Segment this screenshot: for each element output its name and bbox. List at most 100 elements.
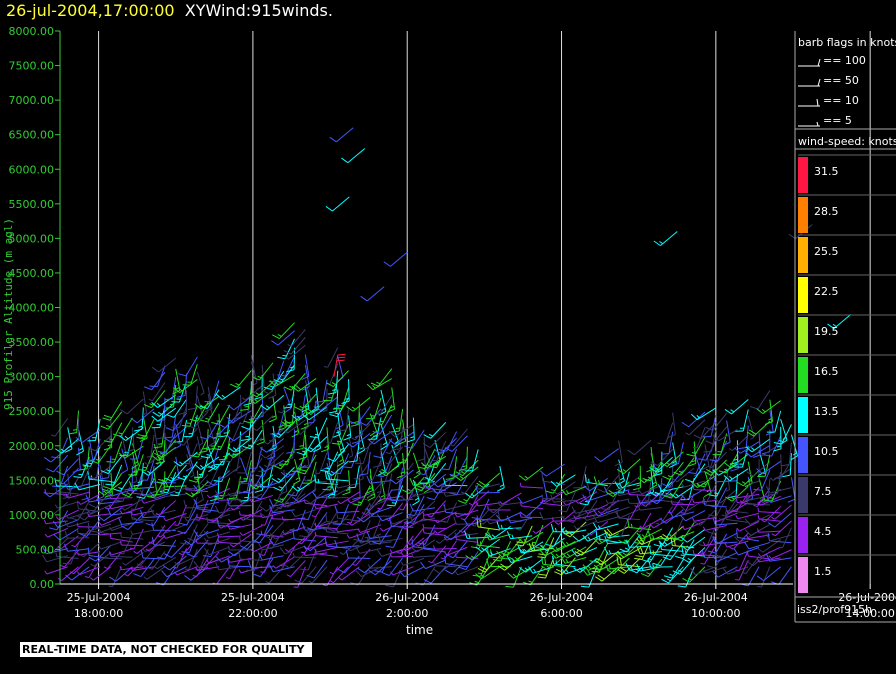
wind-barb xyxy=(234,540,252,557)
wind-barb-flag xyxy=(291,414,299,421)
wind-barb xyxy=(112,464,123,486)
wind-barb xyxy=(305,502,328,507)
wind-barb xyxy=(771,549,792,560)
wind-barb-flag xyxy=(98,545,102,550)
wind-barb-flag xyxy=(422,540,425,549)
wind-barb-flag xyxy=(632,487,641,491)
wind-barb xyxy=(190,364,198,386)
wind-barb-flag xyxy=(417,466,426,470)
wind-barb xyxy=(335,370,339,393)
wind-barb xyxy=(760,469,771,491)
wind-barb xyxy=(525,558,544,573)
wind-barb xyxy=(718,429,738,442)
wind-barb-flag xyxy=(200,392,205,396)
wind-barb-flag xyxy=(332,433,341,438)
wind-barb-flag xyxy=(649,467,657,473)
wind-barb-flag xyxy=(735,498,738,503)
wind-barb-flag xyxy=(587,536,591,541)
wind-barb-flag xyxy=(195,568,200,571)
wind-barb-flag xyxy=(218,458,227,461)
wind-barb xyxy=(290,337,306,355)
wind-barb xyxy=(45,492,68,495)
wind-barb-flag xyxy=(459,475,464,480)
x-tick-time: 2:00:00 xyxy=(386,607,428,620)
x-tick-time: 6:00:00 xyxy=(540,607,582,620)
wind-barb-flag xyxy=(663,495,672,499)
wind-barb xyxy=(108,455,112,478)
wind-barb-flag xyxy=(465,492,473,499)
wind-barb-flag xyxy=(133,461,138,465)
wind-barb-flag xyxy=(750,436,755,440)
wind-barb xyxy=(745,425,749,448)
wind-barb-flag xyxy=(827,323,835,329)
wind-barb xyxy=(402,453,406,476)
wind-barb-flag xyxy=(582,494,588,502)
wind-barb-flag xyxy=(475,502,479,507)
wind-barb xyxy=(500,540,512,562)
wind-barb-flag xyxy=(200,566,205,569)
wind-barb-flag xyxy=(431,481,439,488)
wind-barb-flag xyxy=(476,537,479,546)
speed-bin-label: 4.5 xyxy=(814,525,832,538)
wind-barb xyxy=(555,547,576,559)
wind-barb xyxy=(623,458,641,475)
wind-barb xyxy=(704,444,710,467)
wind-barb-flag xyxy=(645,491,654,496)
wind-barb xyxy=(477,491,500,494)
wind-barb xyxy=(535,520,555,534)
wind-barb-flag xyxy=(96,496,101,504)
wind-barb-flag xyxy=(271,478,280,484)
wind-barb xyxy=(326,566,339,587)
speed-color-swatch xyxy=(798,517,808,553)
wind-barb xyxy=(304,364,310,387)
wind-barb-flag xyxy=(579,502,588,506)
wind-barb-flag xyxy=(134,428,143,432)
wind-barb xyxy=(371,497,392,508)
wind-barb-flag xyxy=(707,465,712,469)
wind-barb-flag xyxy=(254,398,258,403)
wind-barb xyxy=(391,498,414,502)
wind-barb-flag xyxy=(550,523,554,532)
wind-barb xyxy=(619,508,641,519)
wind-barb-flag xyxy=(324,470,328,480)
wind-barb xyxy=(275,374,295,387)
wind-barb xyxy=(259,480,274,500)
title-datetime: 26-jul-2004,17:00:00 xyxy=(6,1,175,20)
wind-barb xyxy=(196,470,201,493)
wind-barb-flag xyxy=(248,398,256,404)
wind-barb xyxy=(637,488,652,508)
wind-barb xyxy=(188,549,198,570)
wind-barb xyxy=(437,474,457,488)
barb-sample-flag xyxy=(817,78,821,87)
wind-barb xyxy=(534,524,544,546)
wind-barb-flag xyxy=(77,515,85,521)
wind-barb xyxy=(330,422,339,444)
wind-barb-flag xyxy=(597,510,602,514)
wind-barb-flag xyxy=(779,440,784,442)
wind-barb xyxy=(197,437,209,458)
wind-barb-flag xyxy=(204,547,210,555)
wind-barb-flag xyxy=(329,413,338,418)
wind-barb xyxy=(607,498,630,504)
wind-barb xyxy=(553,563,576,568)
wind-barb-flag xyxy=(325,527,328,532)
wind-barb-flag xyxy=(183,500,187,508)
wind-barb-flag xyxy=(681,483,685,488)
wind-barb xyxy=(737,536,760,542)
speed-bin-label: 7.5 xyxy=(814,485,832,498)
wind-barb-flag xyxy=(90,459,99,464)
wind-barb-flag xyxy=(308,580,313,584)
wind-barb xyxy=(484,555,501,573)
wind-barb-flag xyxy=(286,450,295,454)
wind-barb xyxy=(304,404,309,427)
wind-barb-flag xyxy=(746,471,754,477)
wind-barb-flag xyxy=(650,461,658,466)
wind-barb xyxy=(110,497,133,500)
wind-barb xyxy=(143,418,155,440)
wind-barb-flag xyxy=(286,369,295,373)
wind-barb-flag xyxy=(388,438,396,445)
wind-barb-flag xyxy=(351,440,360,444)
wind-barb xyxy=(423,548,446,553)
wind-barb-flag xyxy=(604,535,608,544)
wind-barb-flag xyxy=(156,402,161,407)
